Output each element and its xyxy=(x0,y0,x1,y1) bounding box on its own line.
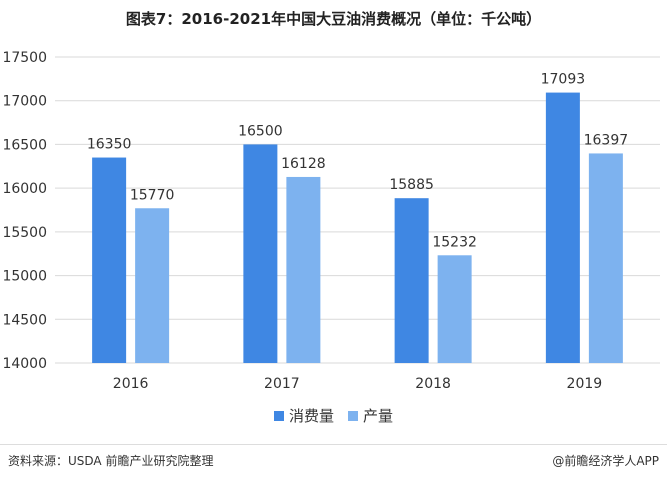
legend: 消费量 产量 xyxy=(0,405,667,426)
data-label: 16128 xyxy=(281,156,326,172)
source-note: 资料来源：USDA 前瞻产业研究院整理 xyxy=(8,454,214,468)
y-tick-label: 17000 xyxy=(2,94,47,110)
bar-series-1 xyxy=(92,157,127,363)
data-label: 16397 xyxy=(584,132,629,148)
y-tick-label: 15000 xyxy=(2,269,47,285)
y-tick-label: 14500 xyxy=(2,312,47,328)
bar-series-1 xyxy=(243,144,278,363)
bar-series-2 xyxy=(588,153,623,363)
x-tick-label: 2018 xyxy=(415,376,451,392)
y-tick-label: 14000 xyxy=(2,356,47,372)
bar-chart: 14000 14500 15000 15500 16000 16500 17000 17500… xyxy=(2,50,660,392)
bar-series-2 xyxy=(286,176,321,363)
credit-note: @前瞻经济学人APP xyxy=(552,454,659,468)
x-axis: 2016 2017 2018 2019 xyxy=(113,376,602,392)
data-labels: 16350 15770 16500 16128 15885 15232 17093 16397 xyxy=(87,72,628,251)
y-tick-label: 16500 xyxy=(2,137,47,153)
data-label: 15232 xyxy=(432,234,477,250)
x-tick-label: 2016 xyxy=(113,376,149,392)
data-label: 16350 xyxy=(87,137,132,153)
data-label: 17093 xyxy=(541,72,586,88)
legend-label-series-2: 产量 xyxy=(363,407,394,425)
data-label: 15885 xyxy=(389,177,434,193)
bar-series-2 xyxy=(437,255,472,363)
legend-swatch-series-2 xyxy=(348,410,358,421)
bar-series-1 xyxy=(394,198,429,363)
y-tick-label: 16000 xyxy=(2,181,47,197)
y-tick-label: 17500 xyxy=(2,50,47,66)
x-tick-label: 2019 xyxy=(567,376,603,392)
y-axis: 14000 14500 15000 15500 16000 16500 17000 17500 xyxy=(2,50,47,372)
x-tick-label: 2017 xyxy=(264,376,300,392)
data-label: 16500 xyxy=(238,123,283,139)
legend-item-series-2: 产量 xyxy=(348,405,393,426)
legend-item-series-1: 消费量 xyxy=(273,405,334,426)
data-label: 15770 xyxy=(130,187,175,203)
legend-swatch-series-1 xyxy=(273,410,284,421)
bar-series-1 xyxy=(545,92,580,363)
footer-divider xyxy=(0,444,667,445)
bars xyxy=(92,92,623,363)
chart-title: 图表7：2016-2021年中国大豆油消费概况（单位：千公吨） xyxy=(125,10,542,28)
y-tick-label: 15500 xyxy=(2,225,47,241)
legend-label-series-1: 消费量 xyxy=(288,407,334,425)
bar-series-2 xyxy=(135,208,170,363)
